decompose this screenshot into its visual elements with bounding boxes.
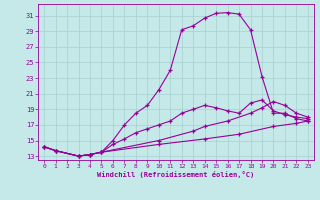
X-axis label: Windchill (Refroidissement éolien,°C): Windchill (Refroidissement éolien,°C) xyxy=(97,171,255,178)
